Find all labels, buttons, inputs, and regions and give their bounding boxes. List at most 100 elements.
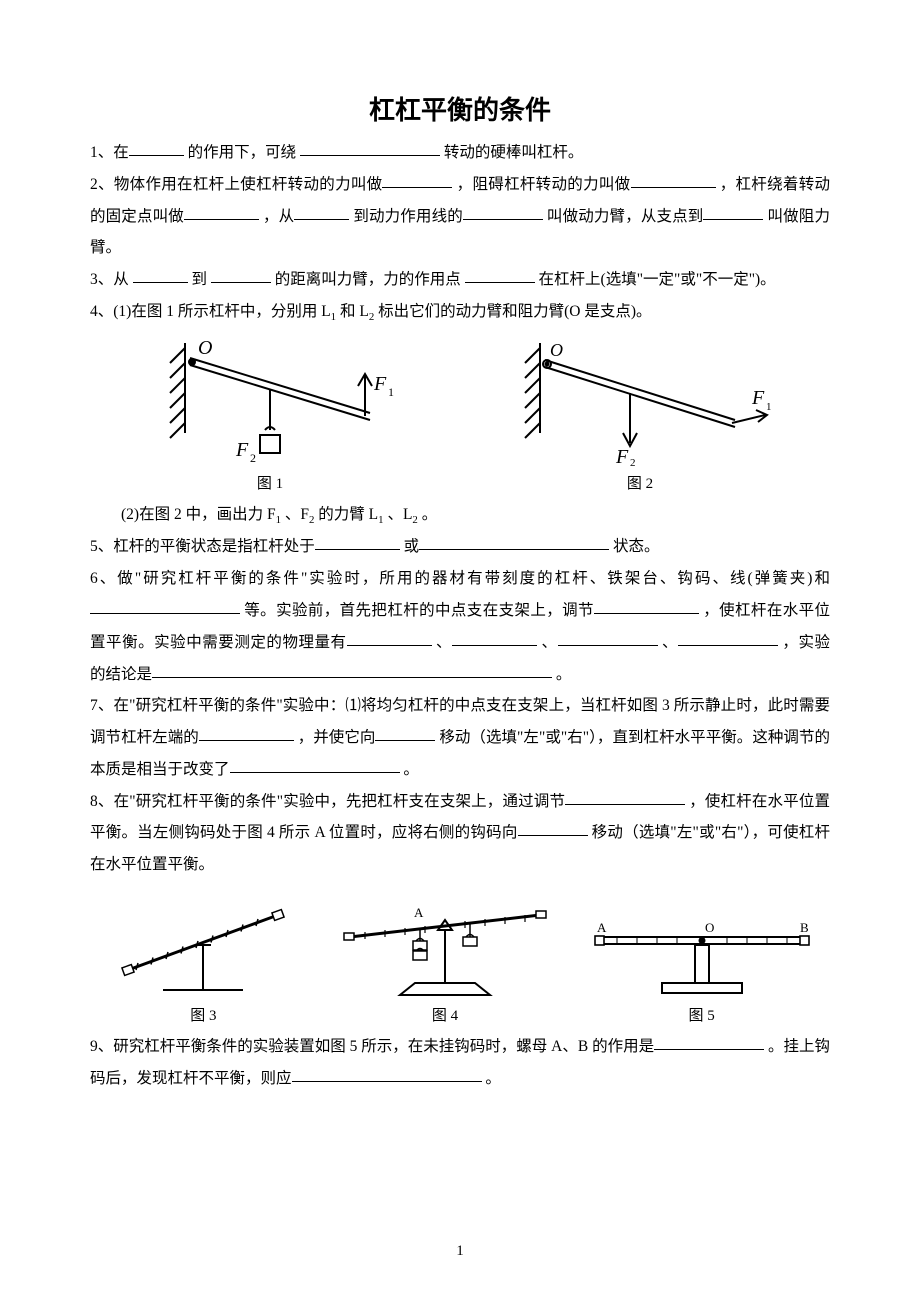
question-1: 1、在 的作用下，可绕 转动的硬棒叫杠杆。 [90, 137, 830, 169]
page-number: 1 [0, 1243, 920, 1260]
blank [347, 629, 432, 646]
text: 4、(1)在图 1 所示杠杆中，分别用 L [90, 303, 331, 320]
text: 转动的硬棒叫杠杆。 [444, 144, 584, 161]
caption-3: 图 3 [103, 1004, 303, 1025]
svg-text:O: O [705, 920, 714, 935]
svg-text:F: F [615, 446, 629, 468]
figure-row-1-2: O F 1 F 2 [90, 338, 830, 468]
blank [199, 725, 294, 742]
blank [452, 629, 537, 646]
blank [678, 629, 778, 646]
figure-4: A [330, 895, 560, 1000]
blank [90, 597, 240, 614]
blank [631, 171, 716, 188]
text: 。 [422, 506, 438, 523]
text: 等。实验前，首先把杠杆的中点支在支架上，调节 [244, 602, 594, 619]
svg-text:1: 1 [388, 385, 394, 399]
caption-1: 图 1 [140, 472, 400, 493]
text: 在杠杆上(选填"一定"或"不一定")。 [539, 271, 776, 288]
blank [382, 171, 452, 188]
question-9: 9、研究杠杆平衡条件的实验装置如图 5 所示，在未挂钩码时，螺母 A、B 的作用… [90, 1031, 830, 1095]
question-8: 8、在"研究杠杆平衡的条件"实验中，先把杠杆支在支架上，通过调节 ，使杠杆在水平… [90, 786, 830, 881]
text: (2)在图 2 中，画出力 F [121, 506, 276, 523]
svg-text:F: F [751, 387, 765, 409]
blank [211, 267, 271, 284]
text: 或 [404, 538, 420, 555]
svg-text:O: O [550, 340, 563, 360]
text: 3、从 [90, 271, 133, 288]
figure-3 [103, 900, 303, 1000]
text: 标出它们的动力臂和阻力臂(O 是支点)。 [378, 303, 651, 320]
caption-row-3-4-5: 图 3 图 4 图 5 [90, 1004, 830, 1025]
caption-row-1-2: 图 1 图 2 [90, 472, 830, 493]
figure-1: O F 1 F 2 [140, 338, 400, 468]
svg-text:F: F [235, 439, 249, 461]
text: 和 L [340, 303, 369, 320]
question-3: 3、从 到 的距离叫力臂，力的作用点 在杠杆上(选填"一定"或"不一定")。 [90, 264, 830, 296]
text: ，阻碍杠杆转动的力叫做 [457, 176, 631, 193]
text: 8、在"研究杠杆平衡的条件"实验中，先把杠杆支在支架上，通过调节 [90, 793, 565, 810]
blank [463, 203, 543, 220]
text: 的作用下，可绕 [188, 144, 300, 161]
blank [703, 203, 763, 220]
blank [315, 534, 400, 551]
blank [300, 140, 440, 157]
figure-row-3-4-5: A [90, 895, 830, 1000]
text: 6、做"研究杠杆平衡的条件"实验时，所用的器材有带刻度的杠杆、铁架台、钩码、线(… [90, 570, 830, 587]
question-6: 6、做"研究杠杆平衡的条件"实验时，所用的器材有带刻度的杠杆、铁架台、钩码、线(… [90, 563, 830, 690]
question-4-2: (2)在图 2 中，画出力 F1 、F2 的力臂 L1 、L2 。 [90, 499, 830, 531]
text: 叫做动力臂，从支点到 [547, 208, 704, 225]
blank [152, 661, 552, 678]
blank [518, 820, 588, 837]
blank [184, 203, 259, 220]
svg-text:1: 1 [766, 401, 772, 413]
text: 到 [192, 271, 211, 288]
question-7: 7、在"研究杠杆平衡的条件"实验中：⑴将均匀杠杆的中点支在支架上，当杠杆如图 3… [90, 690, 830, 785]
blank [558, 629, 658, 646]
text: 。 [485, 1070, 501, 1087]
text: 。 [556, 666, 572, 683]
question-2: 2、物体作用在杠杆上使杠杆转动的力叫做 ，阻碍杠杆转动的力叫做 ，杠杆绕着转动的… [90, 169, 830, 264]
caption-5: 图 5 [587, 1004, 817, 1025]
blank [565, 788, 685, 805]
text: 。 [403, 761, 419, 778]
figure-2: O F 1 F 2 [500, 338, 780, 468]
text: 、 [662, 634, 678, 651]
blank [230, 756, 400, 773]
blank [292, 1065, 482, 1082]
text: 状态。 [613, 538, 660, 555]
page-title: 杠杠平衡的条件 [90, 90, 830, 127]
question-5: 5、杠杆的平衡状态是指杠杆处于 或 状态。 [90, 531, 830, 563]
svg-text:O: O [198, 338, 212, 359]
svg-text:F: F [373, 373, 387, 395]
svg-text:2: 2 [630, 457, 636, 468]
blank [133, 267, 188, 284]
text: 、L [387, 506, 412, 523]
text: ，并使它向 [298, 729, 376, 746]
question-4-1: 4、(1)在图 1 所示杠杆中，分别用 L1 和 L2 标出它们的动力臂和阻力臂… [90, 296, 830, 328]
blank [294, 203, 349, 220]
text: 的力臂 L [318, 506, 378, 523]
blank [129, 140, 184, 157]
figure-5: A O B [587, 915, 817, 1000]
blank [375, 725, 435, 742]
text: 到动力作用线的 [353, 208, 463, 225]
blank [594, 597, 699, 614]
blank [419, 534, 609, 551]
text: 9、研究杠杆平衡条件的实验装置如图 5 所示，在未挂钩码时，螺母 A、B 的作用… [90, 1038, 654, 1055]
caption-4: 图 4 [330, 1004, 560, 1025]
text: 、 [436, 634, 452, 651]
text: ，从 [263, 208, 294, 225]
svg-text:B: B [800, 920, 809, 935]
text: 5、杠杆的平衡状态是指杠杆处于 [90, 538, 315, 555]
caption-2: 图 2 [500, 472, 780, 493]
text: 1、在 [90, 144, 129, 161]
text: 2、物体作用在杠杆上使杠杆转动的力叫做 [90, 176, 382, 193]
text: 的距离叫力臂，力的作用点 [275, 271, 465, 288]
blank [465, 267, 535, 284]
svg-text:2: 2 [250, 451, 256, 465]
blank [654, 1033, 764, 1050]
svg-text:A: A [414, 905, 424, 920]
svg-text:A: A [597, 920, 607, 935]
text: 、F [285, 506, 309, 523]
